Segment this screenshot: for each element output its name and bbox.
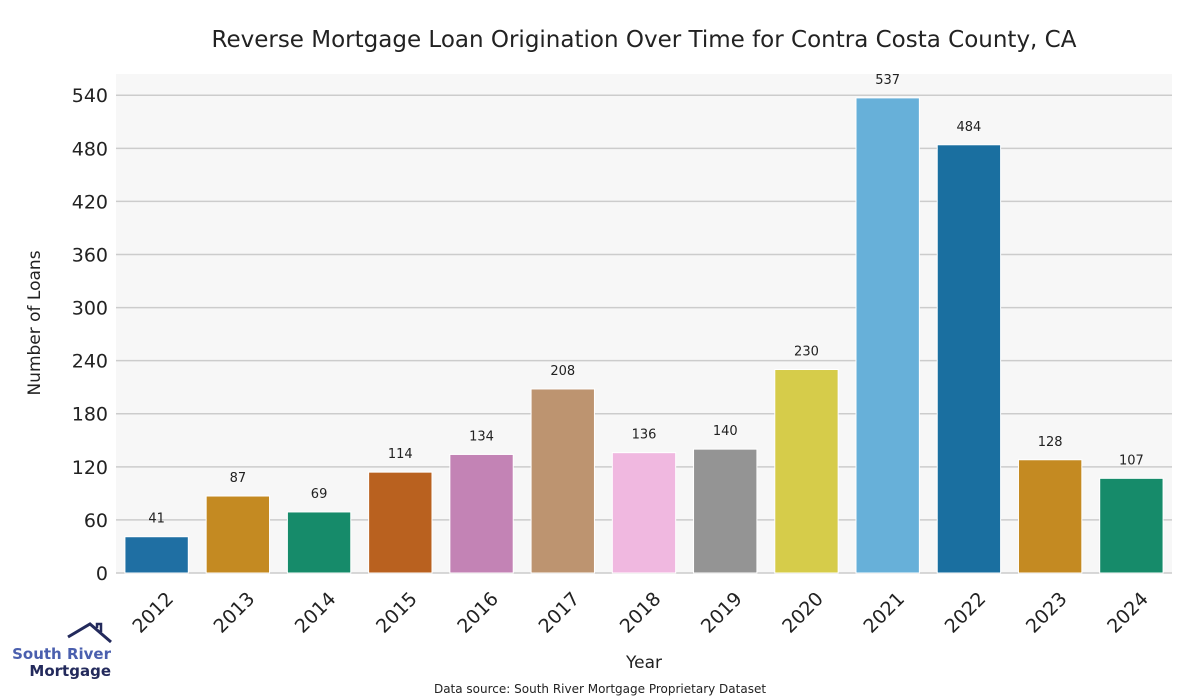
y-tick-label: 240	[72, 351, 108, 373]
y-tick-label: 120	[72, 457, 108, 479]
data-label: 136	[632, 428, 657, 443]
data-label: 87	[230, 471, 247, 486]
y-tick-label: 0	[96, 563, 108, 585]
x-tick-label: 2018	[616, 588, 666, 638]
y-tick-label: 60	[84, 510, 108, 532]
x-tick-label: 2019	[697, 588, 747, 638]
x-tick-label: 2017	[534, 588, 584, 638]
y-tick-label: 480	[72, 138, 108, 160]
data-label: 208	[550, 364, 575, 379]
bar-2022	[936, 144, 1002, 574]
data-label: 134	[469, 429, 494, 444]
bar-2013	[205, 495, 271, 574]
logo-text-line1: South River	[12, 645, 112, 663]
bar-2014	[286, 511, 352, 574]
x-tick-label: 2021	[859, 588, 909, 638]
x-tick-label: 2016	[453, 588, 503, 638]
x-tick-label: 2022	[941, 588, 991, 638]
x-tick-label: 2020	[778, 588, 828, 638]
x-axis-label: Year	[625, 653, 662, 673]
chimney-icon	[95, 622, 103, 632]
chart-title: Reverse Mortgage Loan Origination Over T…	[212, 27, 1077, 53]
y-tick-label: 540	[72, 85, 108, 107]
data-label: 41	[148, 512, 165, 527]
bar-2019	[693, 448, 758, 574]
house-roof-icon	[67, 622, 112, 644]
data-label: 128	[1038, 435, 1063, 450]
x-tick-label: 2024	[1103, 588, 1153, 638]
data-label: 140	[713, 424, 738, 439]
y-axis-label: Number of Loans	[25, 250, 45, 395]
bar-2012	[124, 536, 189, 574]
data-label: 69	[311, 487, 328, 502]
bar-2020	[774, 369, 839, 574]
data-source-note: Data source: South River Mortgage Propri…	[434, 682, 766, 696]
data-label: 537	[875, 73, 900, 88]
x-tick-label: 2012	[128, 588, 178, 638]
logo-text-line2: Mortgage	[29, 662, 111, 680]
x-tick-label: 2023	[1022, 588, 1072, 638]
data-label: 484	[957, 120, 982, 135]
y-tick-label: 180	[72, 404, 108, 426]
x-tick-label: 2013	[210, 588, 260, 638]
bar-2017	[530, 388, 595, 574]
data-label: 107	[1119, 453, 1144, 468]
data-label: 230	[794, 345, 819, 360]
y-tick-label: 420	[72, 191, 108, 213]
x-tick-label: 2015	[372, 588, 422, 638]
bar-2021	[855, 97, 920, 574]
bar-2016	[449, 453, 514, 574]
bar-2023	[1017, 459, 1083, 574]
data-label: 114	[388, 447, 413, 462]
x-tick-label: 2014	[291, 588, 341, 638]
bar-2018	[611, 452, 677, 574]
bar-2015	[368, 471, 433, 574]
bar-2024	[1099, 477, 1164, 574]
company-logo: South River Mortgage	[12, 622, 112, 680]
y-tick-label: 360	[72, 244, 108, 266]
y-tick-label: 300	[72, 298, 108, 320]
